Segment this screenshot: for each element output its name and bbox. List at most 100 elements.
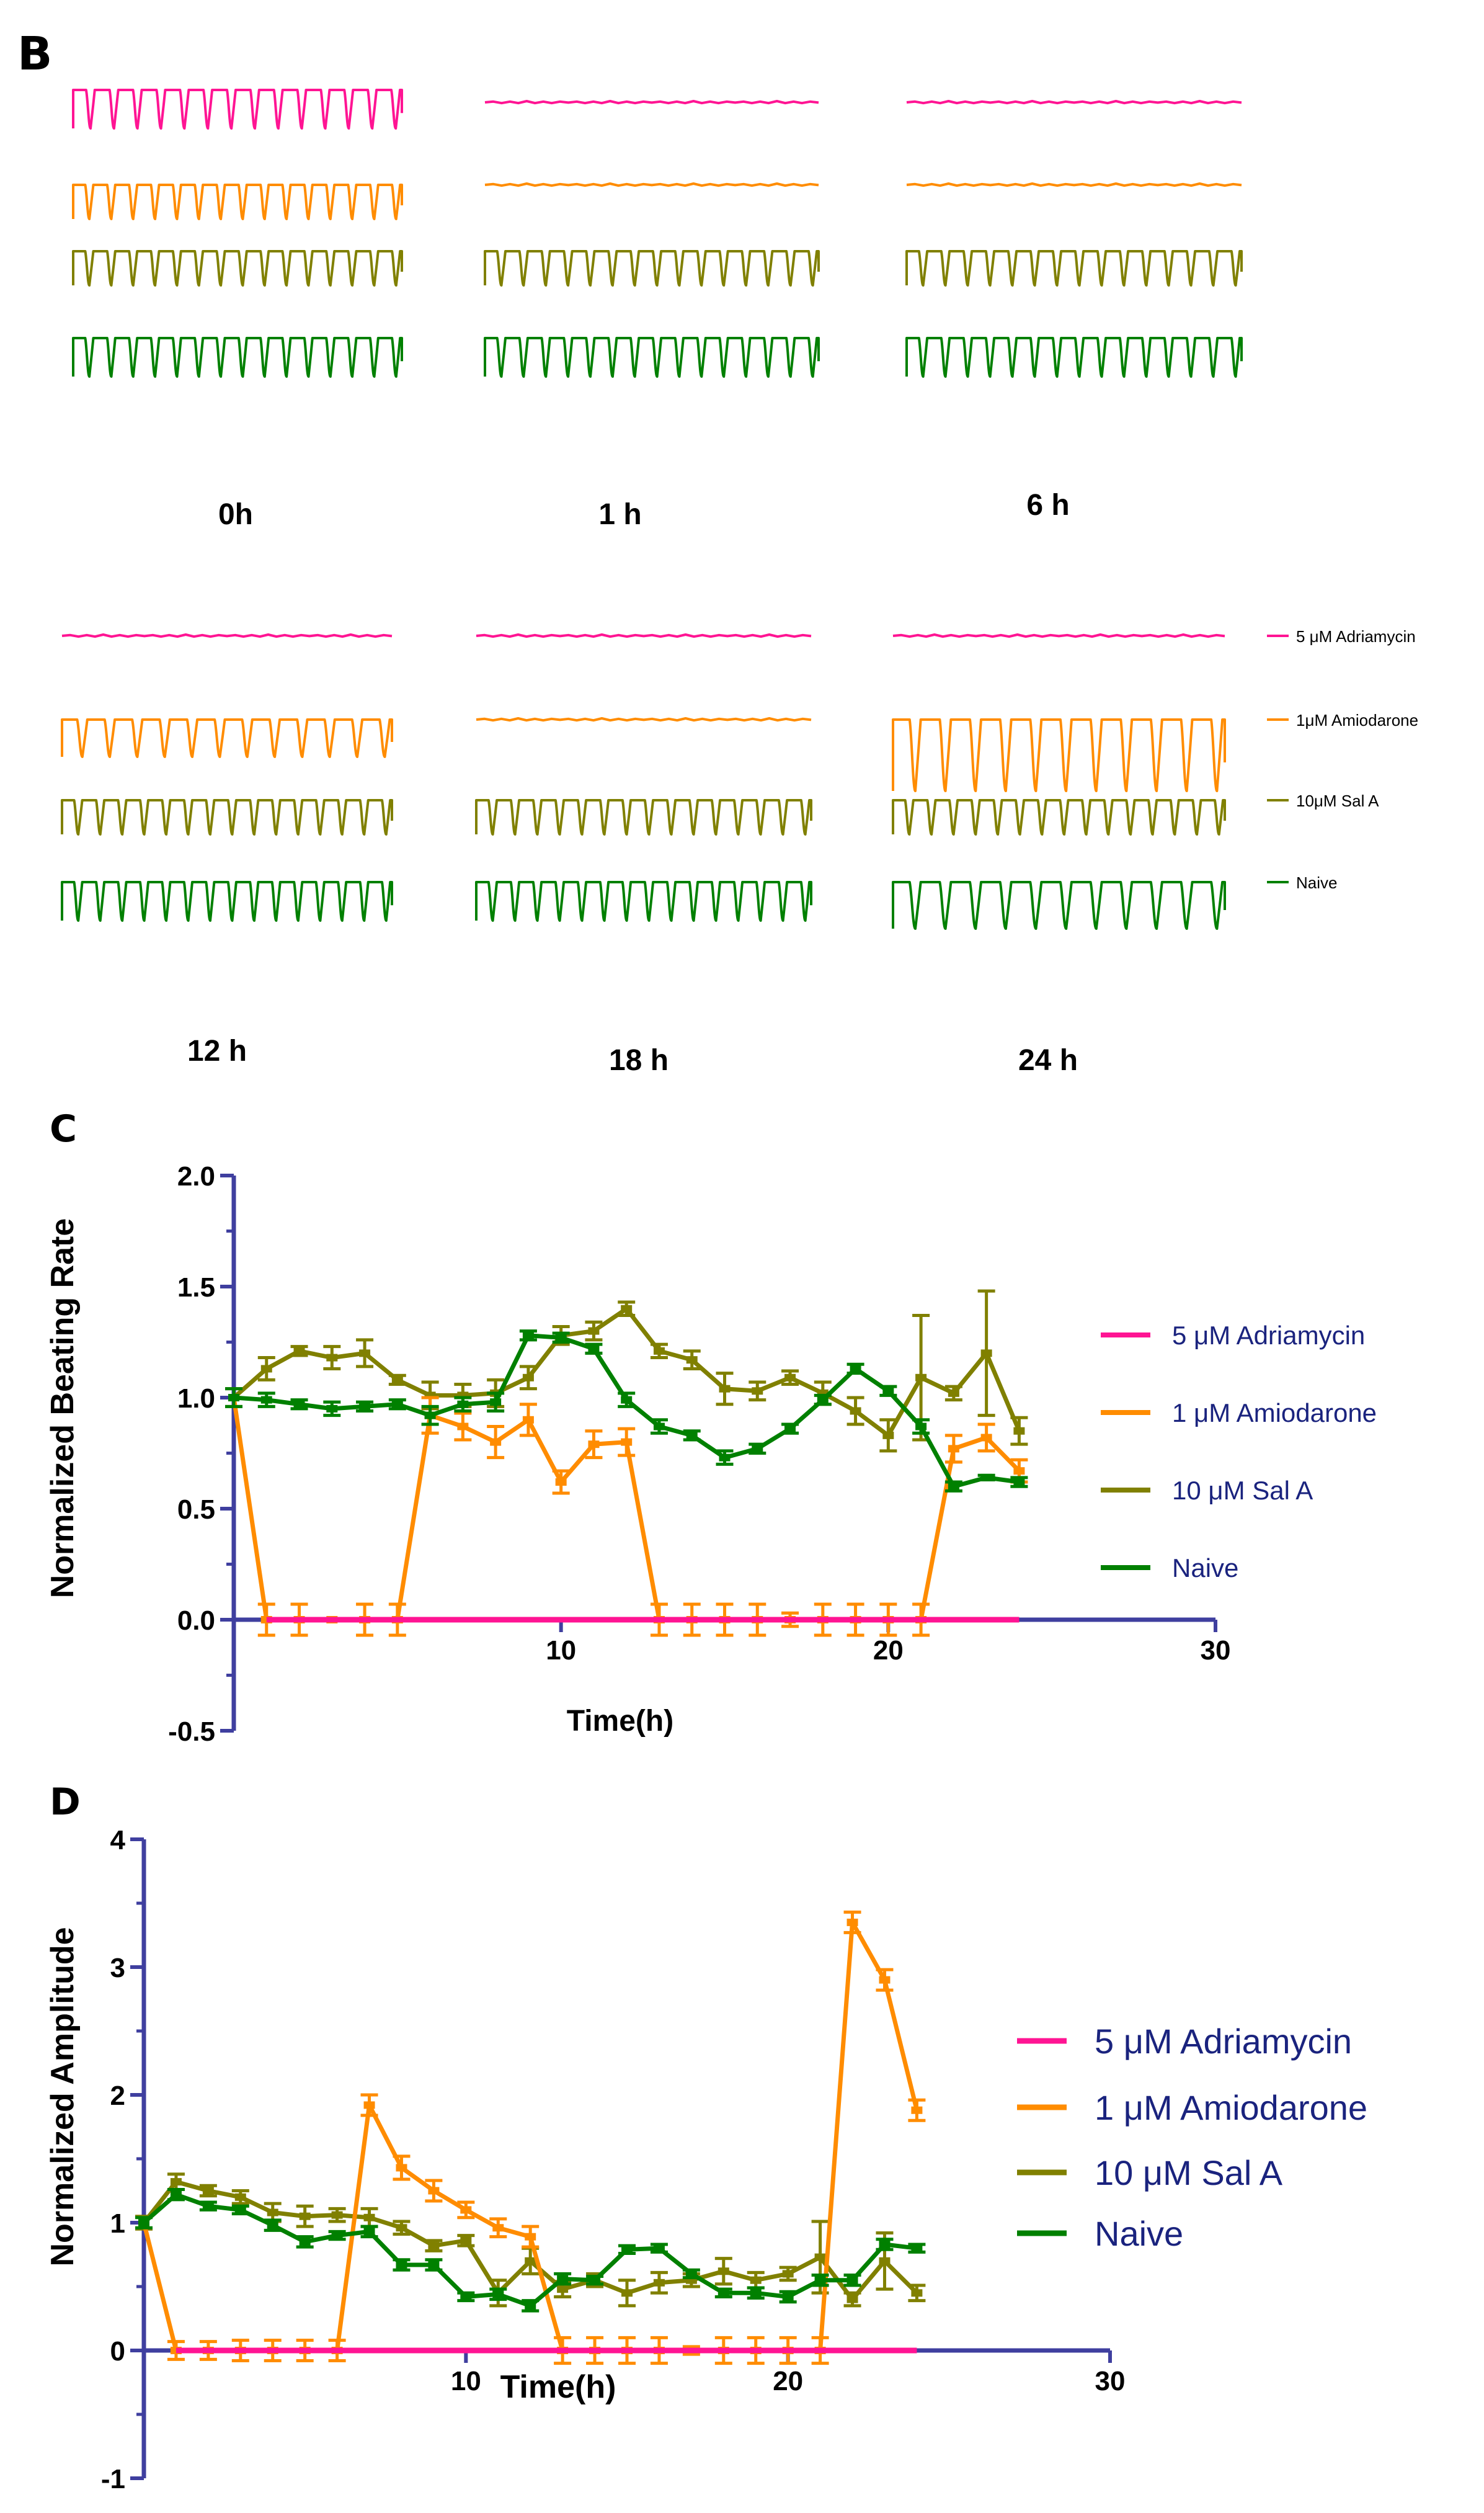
trace-adriamycin-24h xyxy=(892,633,1225,638)
chart-c-legend: 5 μM Adriamycin 1 μM Amiodarone 10 μM Sa… xyxy=(1101,1321,1377,1582)
data-point xyxy=(359,1403,371,1411)
x-tick-label: 20 xyxy=(773,2366,803,2396)
legend-b-label-adriamycin: 5 μM Adriamycin xyxy=(1296,627,1416,646)
data-point xyxy=(621,1305,633,1313)
data-point xyxy=(915,1373,927,1381)
data-point xyxy=(752,1387,763,1395)
data-point xyxy=(588,1345,600,1353)
trace-amiodarone-12h xyxy=(61,718,393,758)
data-point xyxy=(138,2219,149,2226)
data-point xyxy=(1013,1467,1025,1475)
trace-group xyxy=(61,89,1243,930)
panel-b-traces: B 0h 1 h 6 h 12 h 18 h 24 h 5 μM Adriamy… xyxy=(17,27,1418,1077)
legend-b-label-naive: Naive xyxy=(1296,873,1337,892)
data-point xyxy=(882,1387,894,1395)
data-point xyxy=(718,2267,729,2275)
data-point xyxy=(588,1327,600,1335)
trace-sal-a-1h xyxy=(484,250,820,287)
panel-d-chart: D -1 0 1 2 3 4 10 20 30 Time(h) Normalized Ampli… xyxy=(45,1780,1367,2494)
data-point xyxy=(492,2224,504,2232)
time-label-24h: 24 h xyxy=(1018,1044,1078,1077)
data-point xyxy=(457,1422,469,1431)
trace-naive-12h xyxy=(61,881,393,922)
data-point xyxy=(391,1400,403,1408)
data-point xyxy=(363,2101,375,2109)
data-point xyxy=(293,1400,305,1408)
data-point xyxy=(234,2193,246,2201)
legend-d-label-adriamycin: 5 μM Adriamycin xyxy=(1095,2022,1352,2061)
y-tick-label: 1.0 xyxy=(177,1383,215,1414)
trace-amiodarone-0h xyxy=(72,184,403,220)
data-point xyxy=(784,1373,796,1381)
data-point xyxy=(750,2289,762,2297)
data-point xyxy=(915,1422,927,1431)
data-point xyxy=(490,1438,502,1446)
data-point xyxy=(882,1431,894,1439)
trace-naive-0h xyxy=(72,337,403,378)
legend-c-label-amiodarone: 1 μM Amiodarone xyxy=(1172,1398,1377,1427)
data-point xyxy=(363,2213,375,2221)
data-point xyxy=(170,2178,182,2186)
data-point xyxy=(260,1365,272,1373)
y-tick-label: 3 xyxy=(110,1953,125,1983)
data-point xyxy=(267,2221,278,2230)
data-point xyxy=(719,1453,731,1462)
panel-letter-c: C xyxy=(50,1107,77,1151)
data-point xyxy=(555,1334,567,1342)
data-point xyxy=(557,2275,569,2283)
data-point xyxy=(911,2244,923,2252)
data-point xyxy=(814,2253,826,2261)
data-point xyxy=(588,1440,600,1448)
x-tick-label: 20 xyxy=(873,1635,904,1666)
data-point xyxy=(326,1354,338,1362)
trace-amiodarone-18h xyxy=(476,717,812,722)
x-tick-label: 30 xyxy=(1095,2366,1126,2396)
data-point xyxy=(293,1347,305,1355)
data-point xyxy=(784,1425,796,1433)
data-point xyxy=(718,2289,729,2297)
data-point xyxy=(331,2231,343,2239)
data-point xyxy=(850,1407,861,1415)
data-point xyxy=(621,1396,633,1404)
data-point xyxy=(359,1349,371,1357)
panel-letter-b: B xyxy=(17,27,52,81)
data-point xyxy=(850,1365,861,1373)
data-point xyxy=(948,1445,959,1453)
data-point xyxy=(1013,1427,1025,1435)
series-naive xyxy=(225,1329,1028,1493)
data-point xyxy=(685,2270,697,2278)
legend-c-label-naive: Naive xyxy=(1172,1553,1238,1582)
time-label-1h: 1 h xyxy=(598,498,641,531)
data-point xyxy=(391,1376,403,1384)
data-point xyxy=(879,1976,891,1984)
data-point xyxy=(396,2224,407,2232)
data-point xyxy=(260,1396,272,1404)
trace-sal-a-18h xyxy=(475,799,812,836)
data-point xyxy=(428,2242,440,2250)
data-point xyxy=(782,2270,794,2278)
data-point xyxy=(752,1445,763,1453)
data-point xyxy=(846,2276,858,2284)
data-point xyxy=(557,2285,569,2293)
data-point xyxy=(299,2238,311,2246)
chart-d-plot xyxy=(135,1910,926,2365)
data-point xyxy=(202,2187,214,2195)
data-point xyxy=(621,2289,633,2297)
y-tick-label: 0.5 xyxy=(177,1494,215,1525)
data-point xyxy=(948,1483,959,1491)
y-tick-label: 2.0 xyxy=(177,1161,215,1192)
data-point xyxy=(267,2208,278,2216)
data-point xyxy=(589,2276,601,2284)
data-point xyxy=(428,2187,440,2195)
data-point xyxy=(424,1411,436,1419)
data-point xyxy=(326,1404,338,1413)
time-label-12h: 12 h xyxy=(187,1035,247,1068)
trace-sal-a-6h xyxy=(905,250,1243,287)
y-tick-label: 1.5 xyxy=(177,1272,215,1303)
data-point xyxy=(846,2295,858,2303)
y-tick-label: 4 xyxy=(110,1825,126,1855)
chart-c-plot xyxy=(225,1289,1028,1637)
legend-b-label-amiodarone: 1μM Amiodarone xyxy=(1296,711,1418,730)
data-point xyxy=(911,2106,923,2114)
